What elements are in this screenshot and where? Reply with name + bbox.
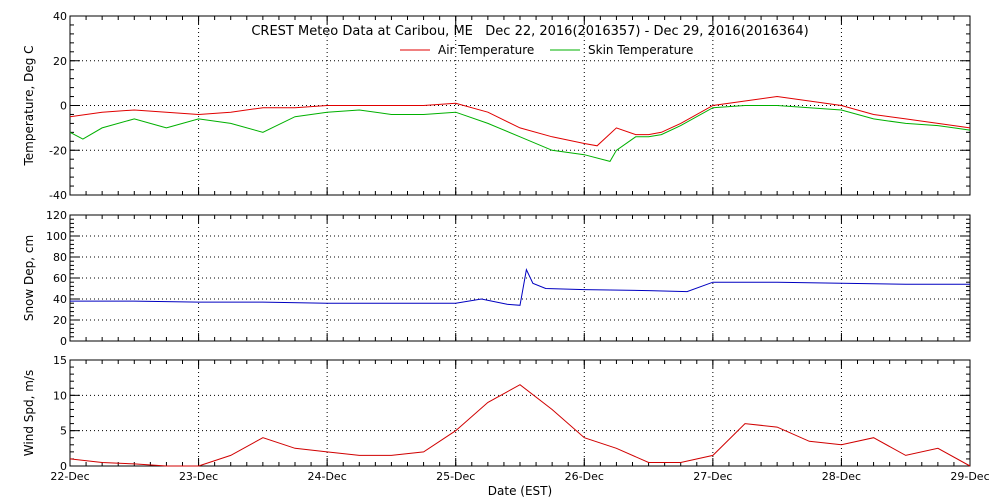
y-tick-label: 0 bbox=[60, 335, 67, 348]
x-tick-label: 24-Dec bbox=[308, 470, 347, 483]
figure-title: CREST Meteo Data at Caribou, ME Dec 22, … bbox=[251, 24, 808, 39]
y-tick-label: 0 bbox=[60, 460, 67, 473]
snow-series-line-0 bbox=[70, 267, 970, 306]
y-tick-label: 40 bbox=[53, 293, 67, 306]
x-tick-label: 23-Dec bbox=[179, 470, 218, 483]
temperature-panel: 40 20 0 -20 -40 Temperature, Deg C bbox=[22, 10, 971, 202]
wind-plot-frame bbox=[69, 359, 971, 467]
wind-speed-panel: 15 10 5 022-Dec 23-Dec 24-Dec 25-Dec 26-Dec 27-D… bbox=[22, 354, 990, 483]
y-tick-label: -40 bbox=[49, 189, 67, 202]
x-tick-label: 25-Dec bbox=[436, 470, 475, 483]
snow-plot-frame bbox=[69, 214, 971, 342]
x-tick-label: 22-Dec bbox=[50, 470, 89, 483]
temperature-legend: Air Temperature Skin Temperature bbox=[400, 43, 693, 57]
snow-depth-panel: 120 100 80 60 40 20 0 Snow Dep, cm bbox=[22, 209, 971, 348]
y-tick-label: 40 bbox=[53, 10, 67, 23]
y-tick-label: 80 bbox=[53, 251, 67, 264]
x-tick-label: 29-Dec bbox=[950, 470, 989, 483]
wind-y-axis-label: Wind Spd, m/s bbox=[22, 370, 36, 456]
y-tick-label: 20 bbox=[53, 314, 67, 327]
snow-y-axis-label: Snow Dep, cm bbox=[22, 235, 36, 321]
y-tick-label: 20 bbox=[53, 55, 67, 68]
y-tick-label: -20 bbox=[49, 144, 67, 157]
air-temperature-legend-label: Air Temperature bbox=[438, 43, 534, 57]
y-tick-label: 0 bbox=[60, 100, 67, 113]
x-tick-label: 26-Dec bbox=[565, 470, 604, 483]
temperature-series-line-1 bbox=[69, 105, 971, 162]
x-tick-label: 28-Dec bbox=[822, 470, 861, 483]
x-tick-label: 27-Dec bbox=[693, 470, 732, 483]
temperature-y-axis-label: Temperature, Deg C bbox=[22, 45, 36, 166]
y-tick-label: 120 bbox=[46, 209, 67, 222]
y-tick-label: 5 bbox=[60, 425, 67, 438]
y-tick-label: 100 bbox=[46, 230, 67, 243]
x-axis-label: Date (EST) bbox=[488, 484, 552, 498]
wind-series-line-0 bbox=[69, 384, 971, 467]
y-tick-label: 15 bbox=[53, 354, 67, 367]
temperature-series-line-0 bbox=[69, 95, 971, 147]
y-tick-label: 10 bbox=[53, 389, 67, 402]
skin-temperature-legend-label: Skin Temperature bbox=[588, 43, 693, 57]
y-tick-label: 60 bbox=[53, 272, 67, 285]
temperature-plot-frame bbox=[69, 15, 971, 196]
